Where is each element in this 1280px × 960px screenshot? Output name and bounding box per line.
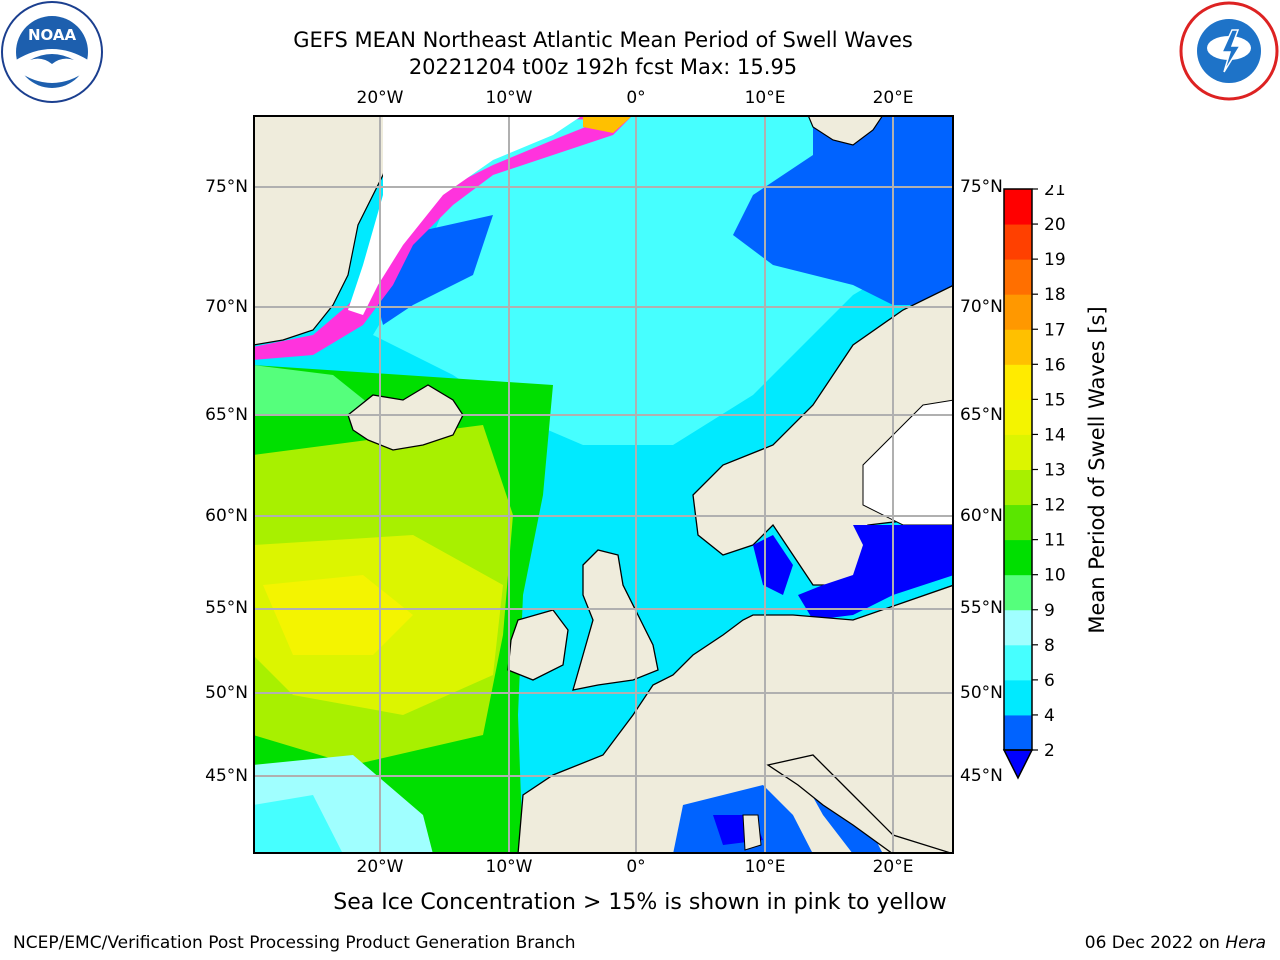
map-frame xyxy=(253,115,954,854)
land-sardinia xyxy=(742,814,762,851)
colorbar-segment xyxy=(1004,294,1032,330)
colorbar-tick-label: 2 xyxy=(1044,741,1055,761)
lat-label-right-60n: 60°N xyxy=(960,506,1003,526)
lon-label-top-20w: 20°W xyxy=(356,88,404,108)
footer-branch: NCEP/EMC/Verification Post Processing Pr… xyxy=(13,933,576,953)
sea-ice-caption: Sea Ice Concentration > 15% is shown in … xyxy=(333,890,947,915)
colorbar-segment xyxy=(1004,364,1032,400)
footer-date: 06 Dec 2022 on Hera xyxy=(1085,933,1266,953)
colorbar-tick-label: 19 xyxy=(1044,250,1066,270)
lat-label-right-50n: 50°N xyxy=(960,683,1003,703)
lat-label-left-50n: 50°N xyxy=(205,683,248,703)
swell-area-9-10 xyxy=(253,365,383,415)
swell-area-below-2-baltic xyxy=(798,525,954,620)
colorbar-tick-label: 4 xyxy=(1044,706,1055,726)
colorbar-segment xyxy=(1004,539,1032,576)
land-ireland xyxy=(507,609,569,681)
land-iceland xyxy=(347,384,464,451)
colorbar-label: Mean Period of Swell Waves [s] xyxy=(1085,306,1109,634)
colorbar-segment xyxy=(1004,504,1032,541)
footer-date-text: 06 Dec 2022 on xyxy=(1084,933,1226,953)
colorbar: 2 4 6 8 9 10 11 12 13 14 15 16 17 18 19 20 21 xyxy=(1002,185,1066,780)
colorbar-tick-label: 18 xyxy=(1044,285,1066,305)
swell-area-15-16 xyxy=(263,575,413,655)
colorbar-segment xyxy=(1004,329,1032,365)
lat-label-right-75n: 75°N xyxy=(960,177,1003,197)
colorbar-tick-label: 21 xyxy=(1044,185,1066,200)
colorbar-tick-label: 13 xyxy=(1044,461,1066,481)
lat-label-right-70n: 70°N xyxy=(960,297,1003,317)
colorbar-tick-label: 16 xyxy=(1044,355,1066,375)
lat-label-right-65n: 65°N xyxy=(960,405,1003,425)
colorbar-segment xyxy=(1004,224,1032,260)
sea-ice-edge xyxy=(583,115,633,133)
land-svalbard xyxy=(807,115,884,146)
lon-label-bottom-20w: 20°W xyxy=(356,857,404,877)
colorbar-tick-label: 6 xyxy=(1044,671,1055,691)
lat-label-left-45n: 45°N xyxy=(205,766,248,786)
colorbar-tick-label: 14 xyxy=(1044,425,1066,445)
colorbar-segment xyxy=(1004,714,1032,751)
lat-label-left-70n: 70°N xyxy=(205,297,248,317)
lat-label-left-75n: 75°N xyxy=(205,177,248,197)
lat-label-left-65n: 65°N xyxy=(205,405,248,425)
swell-area-below-2-kattegat xyxy=(753,535,793,595)
swell-area-6-8-south xyxy=(253,795,343,854)
lon-label-bottom-10e: 10°E xyxy=(744,857,786,877)
colorbar-segment xyxy=(1004,609,1032,646)
lon-label-bottom-20e: 20°E xyxy=(872,857,914,877)
lat-label-left-55n: 55°N xyxy=(205,598,248,618)
lon-label-bottom-10w: 10°W xyxy=(485,857,533,877)
sea-ice-band xyxy=(253,115,633,360)
map-title: GEFS MEAN Northeast Atlantic Mean Period… xyxy=(293,28,913,52)
colorbar-segment xyxy=(1004,679,1032,716)
lon-label-top-10w: 10°W xyxy=(485,88,533,108)
nws-logo-icon xyxy=(1179,1,1279,101)
colorbar-tick-label: 15 xyxy=(1044,390,1066,410)
footer-host: Hera xyxy=(1225,933,1266,953)
colorbar-segment xyxy=(1004,644,1032,681)
colorbar-tick-label: 11 xyxy=(1044,531,1066,551)
colorbar-tick-label: 10 xyxy=(1044,566,1066,586)
lon-label-top-0: 0° xyxy=(626,88,646,108)
colorbar-segment xyxy=(1004,434,1032,470)
colorbar-segment xyxy=(1004,189,1032,225)
colorbar-tick-label: 20 xyxy=(1044,215,1066,235)
colorbar-extend-triangle xyxy=(1002,749,1034,780)
colorbar-segment xyxy=(1004,574,1032,611)
lat-label-right-45n: 45°N xyxy=(960,766,1003,786)
lon-label-top-10e: 10°E xyxy=(744,88,786,108)
no-data-area xyxy=(348,115,583,315)
lat-label-right-55n: 55°N xyxy=(960,598,1003,618)
gridlines xyxy=(253,115,954,854)
noaa-logo-text: NOAA xyxy=(28,26,77,44)
colorbar-segment xyxy=(1004,259,1032,295)
colorbar-tick-label: 9 xyxy=(1044,601,1055,621)
lon-label-bottom-0: 0° xyxy=(626,857,646,877)
noaa-logo-icon: NOAA xyxy=(1,1,103,103)
colorbar-segment xyxy=(1004,469,1032,506)
colorbar-segment xyxy=(1004,399,1032,435)
swell-area-2-4-barents xyxy=(733,115,954,305)
lat-label-left-60n: 60°N xyxy=(205,506,248,526)
colorbar-tick-label: 8 xyxy=(1044,636,1055,656)
colorbar-tick-label: 12 xyxy=(1044,496,1066,516)
swell-period-map xyxy=(253,115,954,854)
map-subtitle: 20221204 t00z 192h fcst Max: 15.95 xyxy=(408,55,798,79)
lon-label-top-20e: 20°E xyxy=(872,88,914,108)
colorbar-tick-label: 17 xyxy=(1044,320,1066,340)
